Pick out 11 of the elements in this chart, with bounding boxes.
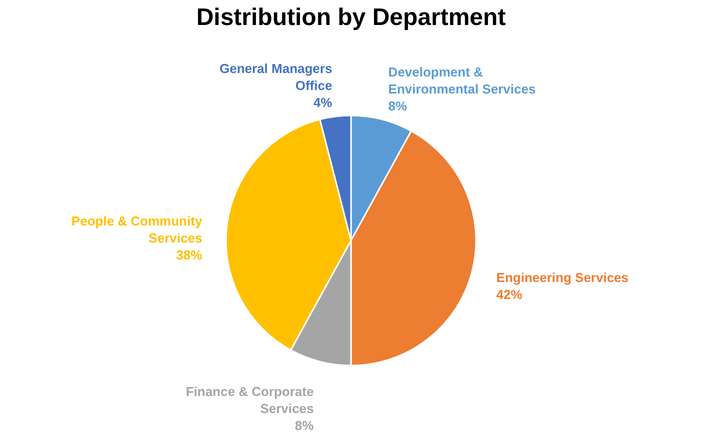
data-label: 4% — [313, 94, 333, 110]
chart-title: Distribution by Department — [196, 4, 506, 31]
slice-label: General Managers Office — [219, 60, 332, 93]
data-label: 8% — [388, 98, 408, 114]
data-label: 42% — [496, 286, 523, 302]
slice-label: Engineering Services — [496, 270, 629, 285]
slice-label: People & Community Services — [71, 214, 203, 246]
data-label: 38% — [176, 248, 203, 263]
slice-label: Development & Environmental Services — [388, 64, 536, 97]
data-label: 8% — [294, 418, 314, 433]
slice-label: Finance & Corporate Services — [186, 384, 314, 416]
